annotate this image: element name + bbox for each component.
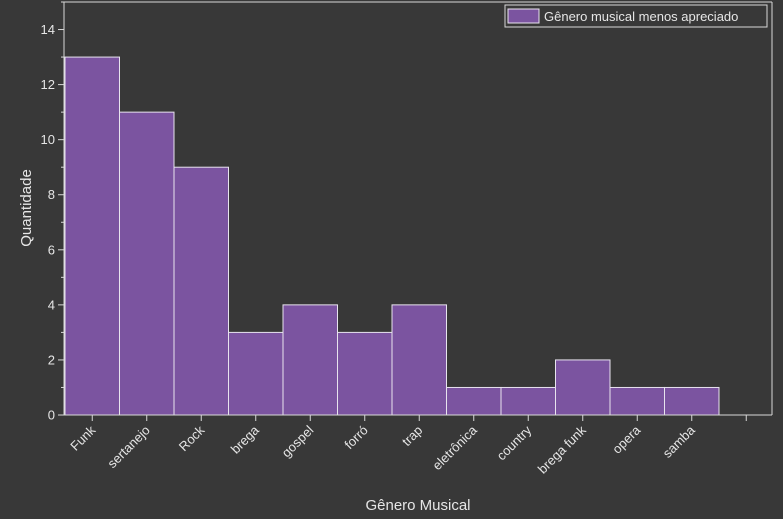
bars (64, 56, 720, 416)
bar-Funk (64, 56, 120, 416)
x-tick-label: brega (228, 422, 263, 457)
x-tick-label: trap (399, 423, 425, 449)
x-axis-label: Gênero Musical (365, 497, 470, 514)
y-axis-label: Quantidade (18, 169, 35, 247)
bar-brega (228, 331, 284, 416)
bar-country (500, 386, 556, 416)
x-axis-ticks: Funk sertanejo Rock brega gospel forró trap ele… (67, 415, 747, 477)
x-tick-label: brega funk (535, 422, 589, 476)
bar-trap (391, 304, 447, 416)
bar-Rock (173, 166, 229, 416)
x-tick-label: sertanejo (104, 423, 152, 471)
x-tick-label: opera (609, 422, 644, 457)
x-tick-label: eletrônica (429, 422, 480, 473)
y-tick-label: 2 (48, 352, 55, 367)
x-tick-label: country (494, 422, 535, 463)
legend-box (504, 4, 768, 28)
legend-swatch (507, 8, 540, 24)
bar-forró (337, 331, 393, 416)
y-tick-label: 12 (41, 77, 55, 92)
x-tick-label: Funk (67, 422, 98, 453)
y-tick-label: 6 (48, 242, 55, 257)
x-tick-label: samba (660, 422, 699, 461)
bar-brega-funk (555, 359, 611, 416)
y-tick-label: 8 (48, 187, 55, 202)
y-tick-label: 0 (48, 408, 55, 423)
y-tick-label: 14 (41, 22, 55, 37)
x-tick-label: gospel (279, 422, 317, 460)
legend-entry: Gênero musical menos apreciado (544, 9, 738, 24)
bar-eletrônica (446, 386, 502, 416)
bar-opera (609, 386, 665, 416)
x-tick-label: Rock (176, 422, 208, 454)
legend: Gênero musical menos apreciado (504, 4, 768, 28)
y-tick-label: 10 (41, 132, 55, 147)
bar-gospel (282, 304, 338, 416)
bar-samba (664, 386, 720, 416)
y-axis-ticks: 0 2 4 6 8 10 12 14 (41, 1, 64, 423)
y-tick-label: 4 (48, 297, 55, 312)
x-tick-label: forró (341, 423, 371, 453)
bar-sertanejo (119, 111, 175, 416)
